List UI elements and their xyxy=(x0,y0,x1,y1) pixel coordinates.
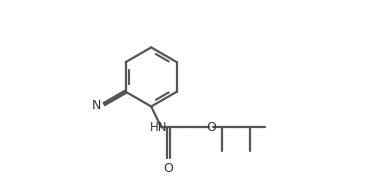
Text: HN: HN xyxy=(150,121,168,134)
Text: N: N xyxy=(92,98,101,112)
Text: O: O xyxy=(163,162,174,175)
Text: O: O xyxy=(206,121,216,134)
